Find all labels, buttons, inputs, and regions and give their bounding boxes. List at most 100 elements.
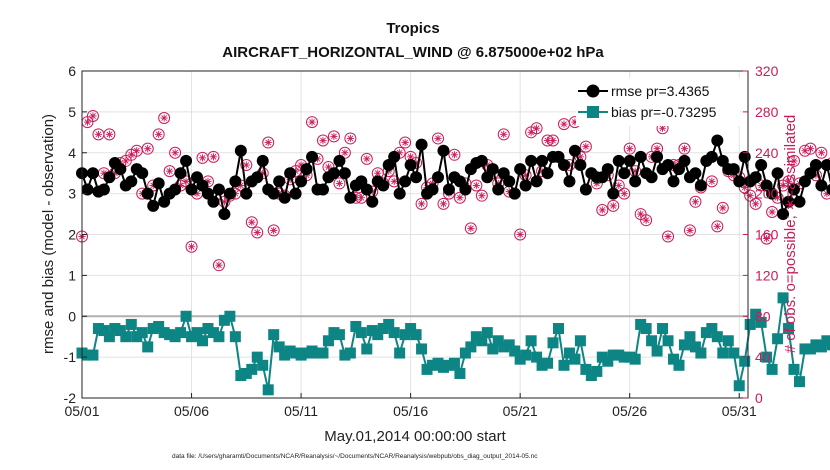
bias-point bbox=[268, 329, 280, 341]
x-tick-label: 05/21 bbox=[503, 403, 538, 419]
y2-axis-ticks: 0 40 80 120 160 200 240 280 320 bbox=[743, 63, 779, 406]
bias-point bbox=[246, 363, 258, 375]
bias-point bbox=[372, 329, 384, 341]
rmse-point bbox=[525, 154, 538, 167]
bias-point bbox=[793, 376, 805, 388]
bias-point bbox=[448, 357, 460, 369]
obs-count-point bbox=[705, 175, 718, 188]
x-tick-label: 05/01 bbox=[64, 403, 99, 419]
bias-point bbox=[569, 353, 581, 365]
rmse-point bbox=[749, 171, 762, 184]
bias-point bbox=[136, 327, 148, 339]
bias-point bbox=[509, 345, 521, 357]
bias-point bbox=[678, 339, 690, 351]
obs-count-point bbox=[547, 134, 560, 147]
bias-point bbox=[361, 343, 373, 355]
rmse-point bbox=[169, 183, 182, 196]
bias-point bbox=[175, 327, 187, 339]
bias-point bbox=[821, 335, 830, 347]
y2-tick-label: 0 bbox=[755, 390, 763, 406]
rmse-point bbox=[300, 163, 313, 176]
obs-count-point bbox=[607, 199, 620, 212]
obs-count-point bbox=[464, 222, 477, 235]
rmse-point bbox=[218, 208, 231, 221]
obs-count-point bbox=[749, 197, 762, 210]
legend-rmse-marker bbox=[586, 84, 600, 98]
obs-count-point bbox=[207, 150, 220, 163]
y-tick-label: 2 bbox=[68, 227, 76, 243]
rmse-point bbox=[634, 150, 647, 163]
bias-point bbox=[558, 359, 570, 371]
bias-point bbox=[520, 349, 532, 361]
rmse-point bbox=[607, 187, 620, 200]
rmse-point bbox=[97, 183, 110, 196]
y2-tick-label: 80 bbox=[755, 308, 771, 324]
y2-tick-label: 280 bbox=[755, 104, 779, 120]
bias-point bbox=[257, 359, 269, 371]
rmse-point bbox=[623, 154, 636, 167]
bias-point bbox=[602, 355, 614, 367]
y-tick-label: -2 bbox=[64, 390, 77, 406]
rmse-point bbox=[629, 175, 642, 188]
bias-point bbox=[487, 343, 499, 355]
rmse-point bbox=[147, 199, 160, 212]
obs-count-point bbox=[470, 179, 483, 192]
bias-point bbox=[657, 323, 669, 335]
obs-count-point bbox=[185, 240, 198, 253]
legend-bias-label: bias pr=-0.73295 bbox=[611, 104, 717, 120]
obs-count-point bbox=[716, 201, 729, 214]
obs-count-point bbox=[180, 175, 193, 188]
rmse-point bbox=[815, 179, 828, 192]
rmse-point bbox=[256, 154, 269, 167]
y2-tick-label: 240 bbox=[755, 145, 779, 161]
rmse-point bbox=[530, 175, 543, 188]
y2-tick-label: 320 bbox=[755, 63, 779, 79]
rmse-point bbox=[519, 179, 532, 192]
bias-point bbox=[399, 329, 411, 341]
bias-point bbox=[87, 349, 99, 361]
bias-point bbox=[722, 335, 734, 347]
obs-count-point bbox=[399, 136, 412, 149]
rmse-point bbox=[152, 177, 165, 190]
rmse-point bbox=[284, 167, 297, 180]
rmse-point bbox=[503, 175, 516, 188]
rmse-point bbox=[777, 208, 790, 221]
bias-point bbox=[651, 345, 663, 357]
legend-rmse-label: rmse pr=3.4365 bbox=[611, 83, 710, 99]
rmse-point bbox=[360, 183, 373, 196]
bias-point bbox=[251, 351, 263, 363]
rmse-point bbox=[81, 183, 94, 196]
obs-count-point bbox=[437, 197, 450, 210]
obs-count-point bbox=[141, 142, 154, 155]
rmse-point bbox=[486, 163, 499, 176]
rmse-point bbox=[240, 187, 253, 200]
obs-count-point bbox=[596, 203, 609, 216]
obs-count-point bbox=[86, 109, 99, 122]
obs-count-point bbox=[640, 214, 653, 227]
obs-count-point bbox=[158, 112, 171, 125]
obs-count-point bbox=[678, 142, 691, 155]
y-tick-label: -1 bbox=[64, 349, 77, 365]
rmse-point bbox=[273, 175, 286, 188]
rmse-point bbox=[432, 171, 445, 184]
bias-point bbox=[673, 359, 685, 371]
obs-count-point bbox=[240, 159, 253, 172]
rmse-point bbox=[212, 183, 225, 196]
bias-point bbox=[563, 347, 575, 359]
rmse-point bbox=[694, 179, 707, 192]
rmse-point bbox=[793, 195, 806, 208]
rmse-point bbox=[393, 187, 406, 200]
bias-point bbox=[459, 347, 471, 359]
bias-point bbox=[755, 316, 767, 328]
obs-count-point bbox=[579, 140, 592, 153]
obs-count-point bbox=[344, 132, 357, 145]
bias-point bbox=[273, 341, 285, 353]
rmse-point bbox=[404, 159, 417, 172]
bias-point bbox=[629, 353, 641, 365]
rmse-point bbox=[514, 163, 527, 176]
rmse-point bbox=[733, 175, 746, 188]
bias-point bbox=[684, 331, 696, 343]
obs-count-point bbox=[804, 142, 817, 155]
rmse-point bbox=[103, 171, 116, 184]
